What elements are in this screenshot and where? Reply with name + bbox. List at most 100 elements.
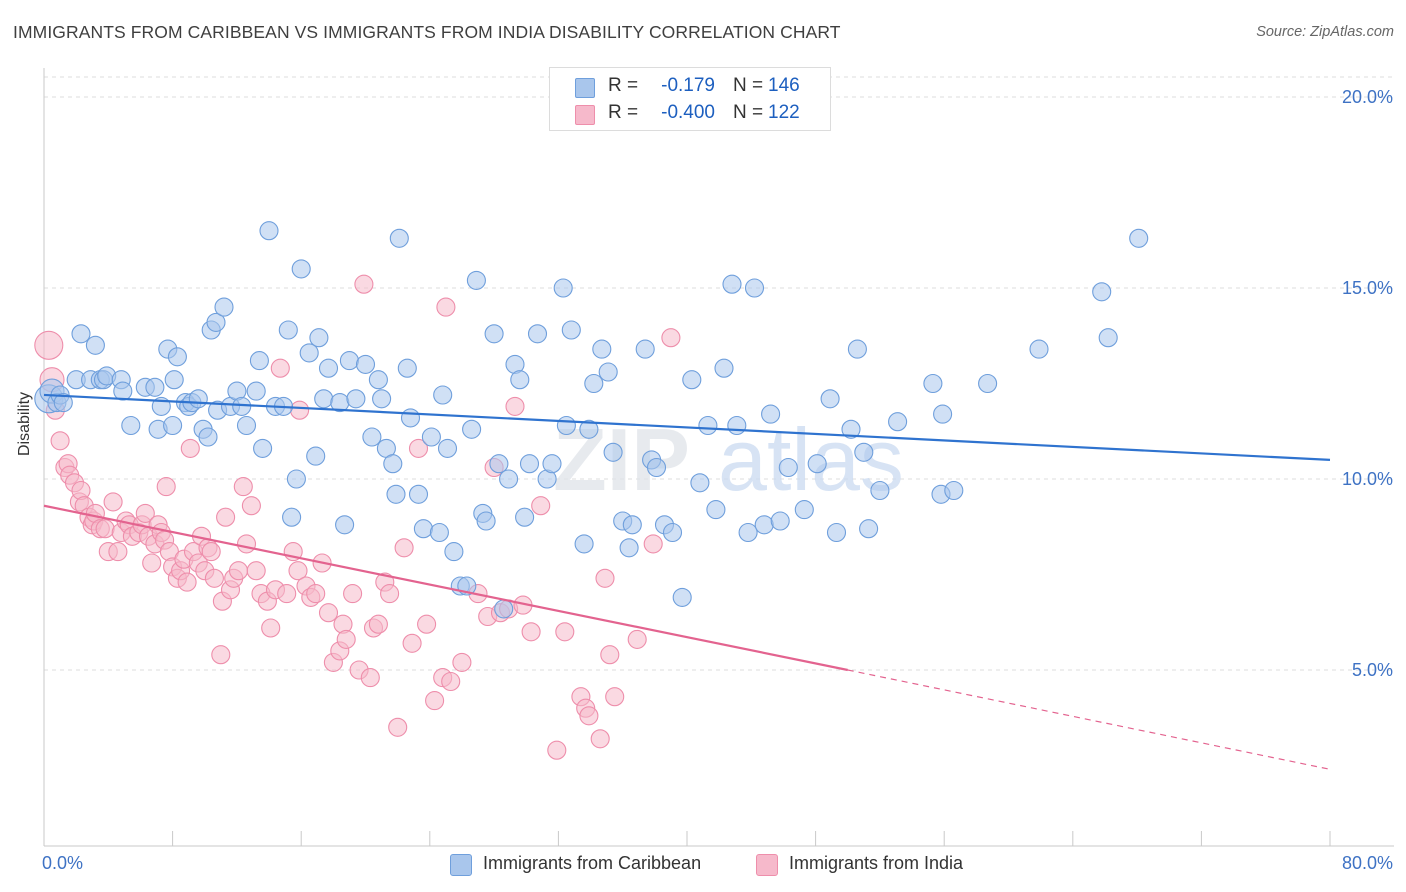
caribbean-point	[662, 522, 683, 543]
caribbean-point	[282, 507, 302, 527]
caribbean-point	[807, 454, 827, 474]
caribbean-point	[121, 415, 141, 436]
chart-title: IMMIGRANTS FROM CARIBBEAN VS IMMIGRANTS …	[13, 22, 841, 42]
axes	[43, 68, 1394, 847]
y-tick-label: 20.0%	[1341, 87, 1393, 107]
caribbean-point	[306, 446, 326, 466]
india-point	[505, 396, 525, 416]
caribbean-point	[145, 377, 165, 397]
caribbean-point	[433, 385, 453, 405]
stats-legend: R = -0.179 N = 146 R = -0.400 N = 122	[549, 67, 831, 131]
caribbean-point	[499, 469, 519, 489]
caribbean-point	[339, 351, 359, 371]
india-point	[408, 438, 429, 458]
caribbean-point	[286, 469, 306, 489]
india-point	[380, 584, 400, 604]
caribbean-point	[923, 373, 943, 394]
india-point	[643, 534, 663, 554]
india-point	[135, 503, 155, 523]
caribbean-point	[510, 370, 530, 390]
caribbean-point	[622, 515, 642, 535]
caribbean-point	[672, 587, 692, 607]
india-point	[452, 652, 472, 672]
y-axis-label: Disability	[16, 391, 33, 456]
india-point	[531, 496, 551, 516]
india-point	[336, 629, 356, 649]
caribbean-point	[462, 419, 482, 439]
caribbean-point	[206, 312, 226, 332]
caribbean-point	[164, 370, 184, 390]
r-value: -0.179	[661, 75, 715, 96]
caribbean-point	[198, 427, 218, 447]
caribbean-point	[778, 457, 798, 478]
india-point	[343, 584, 363, 604]
caribbean-point	[794, 500, 814, 520]
caribbean-point	[386, 484, 406, 504]
caribbean-point	[429, 522, 449, 543]
india-point	[288, 561, 308, 581]
caribbean-point	[519, 454, 540, 474]
india-point	[425, 691, 445, 711]
caribbean-point	[714, 358, 734, 378]
x-tick-label-max: 80.0%	[1341, 853, 1393, 873]
caribbean-point	[413, 519, 433, 539]
caribbean-point	[556, 415, 576, 436]
caribbean-point	[619, 538, 639, 558]
caribbean-point	[754, 515, 774, 535]
india-point	[417, 614, 437, 634]
india-point	[579, 706, 599, 726]
india-point	[201, 542, 221, 562]
caribbean-point	[770, 511, 790, 531]
caribbean-point	[598, 362, 618, 382]
caribbean-point	[1129, 228, 1149, 248]
caribbean-point	[603, 442, 623, 462]
caribbean-point	[113, 381, 133, 401]
caribbean-point	[515, 507, 535, 527]
caribbean-point	[690, 473, 710, 493]
caribbean-point	[314, 389, 334, 409]
caribbean-legend-swatch	[450, 854, 472, 876]
caribbean-point	[1092, 282, 1112, 302]
caribbean-point	[561, 320, 581, 340]
caribbean-point	[299, 343, 319, 363]
caribbean-point	[574, 534, 594, 554]
caribbean-point	[291, 259, 311, 279]
india-point	[103, 492, 123, 512]
india-trend-line-extrapolated	[847, 669, 1331, 770]
india-point	[34, 330, 64, 360]
caribbean-point	[362, 427, 382, 447]
caribbean-point	[372, 389, 392, 409]
caribbean-point	[444, 542, 464, 562]
india-point	[204, 568, 224, 588]
y-tick-label: 15.0%	[1341, 278, 1393, 298]
x-tick-label-min: 0.0%	[42, 853, 84, 873]
caribbean-point	[253, 438, 273, 458]
caribbean-point	[527, 324, 548, 344]
caribbean-point	[246, 381, 266, 401]
caribbean-point	[383, 454, 403, 474]
caribbean-point	[400, 408, 421, 428]
india-point	[142, 553, 162, 573]
india-point	[50, 431, 70, 451]
caribbean-point	[421, 427, 441, 447]
r-label: R =	[608, 75, 639, 96]
india-point	[354, 274, 374, 294]
india-point	[228, 561, 249, 581]
caribbean-point	[579, 419, 599, 439]
caribbean-point	[484, 324, 504, 344]
caribbean-point	[820, 389, 840, 409]
caribbean-point	[71, 324, 91, 344]
stats-row-india: R = -0.400 N = 122	[550, 101, 830, 127]
r-value: -0.400	[661, 102, 715, 123]
india-point	[108, 542, 128, 562]
india-point	[261, 618, 281, 638]
caribbean-point	[944, 480, 964, 501]
caribbean-point	[635, 339, 655, 359]
caribbean-point	[854, 442, 874, 462]
caribbean-point	[870, 480, 890, 501]
caribbean-point	[859, 519, 879, 539]
caribbean-point	[236, 415, 257, 436]
india-point	[246, 561, 266, 581]
n-label: N =	[733, 102, 764, 123]
